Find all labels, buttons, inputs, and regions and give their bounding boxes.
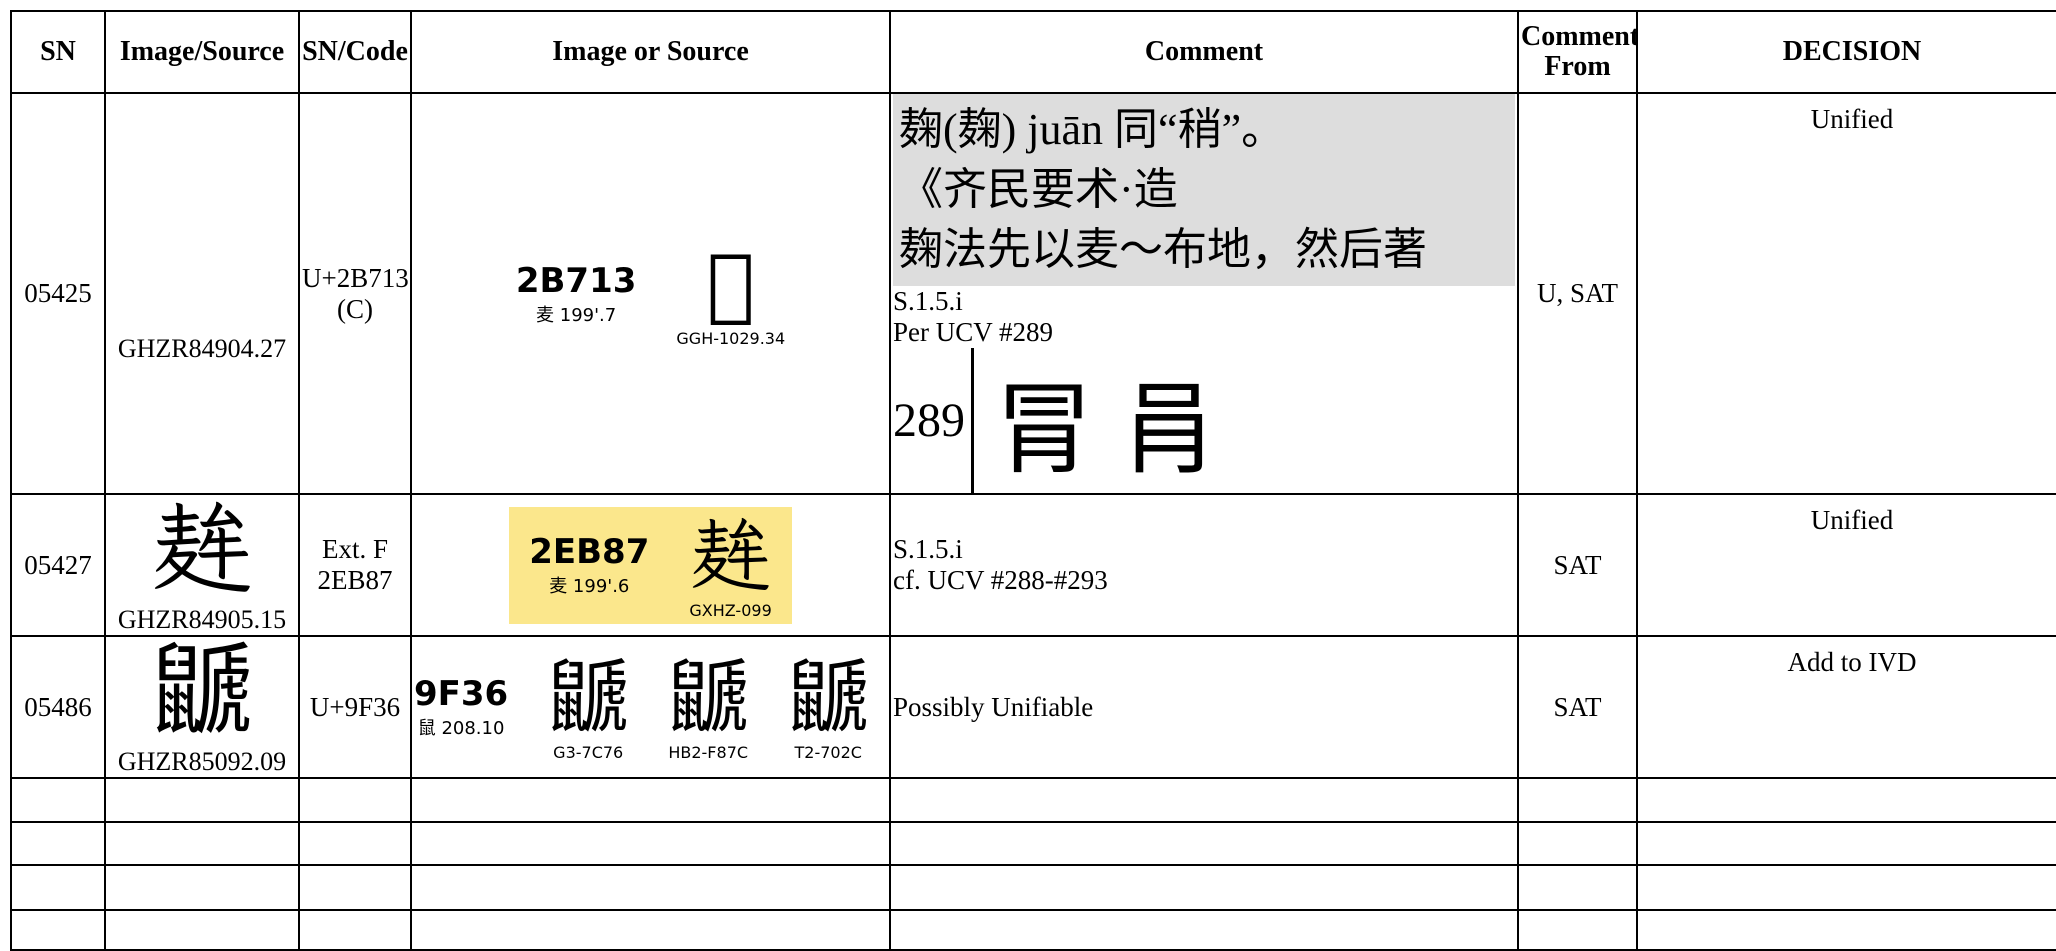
code-cell: U+2B713 (C) [298, 92, 412, 495]
ucv: 289 冐 肙 [893, 348, 1515, 492]
comment-cell: S.1.5.i cf. UCV #288-#293 [889, 493, 1519, 637]
glyph: 𮮇 [690, 508, 771, 602]
evidence-head: 2EB87 麦 199'.6 [529, 532, 649, 598]
glyph: 鼶 [788, 650, 869, 744]
ucv-glyphs: 冐 肙 [971, 348, 1219, 492]
evidence-code: 2B713 [515, 260, 637, 301]
comment-line: Per UCV #289 [893, 317, 1054, 347]
comment-line: cf. UCV #288-#293 [893, 565, 1108, 595]
glyph: 𫜓 [706, 237, 755, 330]
comment-cell: Possibly Unifiable [889, 635, 1519, 779]
glyph-source: GGH-1029.34 [676, 329, 786, 348]
dictionary-scan: 麹(麹) juān 同“稍”。 《齐民要术·造麹法先以麦～布地，然后著 [893, 95, 1515, 286]
from-cell: U, SAT [1517, 92, 1638, 495]
glyph: 鼶 [668, 650, 749, 744]
empty-rows [10, 777, 2056, 951]
code-cell: U+9F36 [298, 635, 412, 779]
row: 05425 𫜓 GHZR84904.27 U+2B713 (C) 2B713 麦 199'… [10, 92, 2056, 495]
sn-cell: 05427 [10, 493, 106, 637]
evidence-head: 2B713 麦 199'.7 [516, 261, 637, 327]
ucv-number: 289 [893, 394, 965, 447]
comment-line: Possibly Unifiable [893, 691, 1094, 722]
glyph: 𫜓 [163, 222, 241, 334]
evidence-glyph: 𫜓 GGH-1029.34 [676, 237, 786, 349]
row: 05486 鼶 GHZR85092.09 U+9F36 9F36 鼠 208.10 鼶 G3-… [10, 635, 2056, 779]
glyph-source: HB2-F87C [668, 742, 749, 762]
source: GHZR84904.27 [117, 333, 287, 363]
sn-cell: 05486 [10, 635, 106, 779]
image-cell: 𫜓 GHZR84904.27 [104, 92, 300, 495]
evidence-code: 9F36 [414, 674, 509, 714]
evidence: 2EB87 麦 199'.6 𮮇 GXHZ-099 [509, 506, 792, 624]
decision-cell: Unified [1636, 92, 2056, 495]
row: 05427 𮮇 GHZR84905.15 Ext. F 2EB87 2EB87 麦 199… [10, 493, 2056, 637]
glyph-source: T2-702C [794, 742, 862, 762]
evidence-radical: 鼠 208.10 [417, 718, 505, 739]
evidence-cell: 2EB87 麦 199'.6 𮮇 GXHZ-099 [410, 493, 891, 637]
scan-line: 《齐民要术·造 [899, 165, 1178, 214]
glyph: 𮮇 [152, 494, 252, 605]
sn-cell: 05425 [10, 92, 106, 495]
comment-cell: 麹(麹) juān 同“稍”。 《齐民要术·造 麹法先以麦～布地，然后著 S.1.5.… [889, 92, 1519, 495]
glyph-source: G3-7C76 [553, 742, 624, 762]
comment-line: S.1.5.i [893, 286, 963, 316]
comment-line: S.1.5.i [893, 534, 963, 564]
from-cell: SAT [1517, 493, 1638, 637]
source: GHZR85092.09 [117, 747, 287, 776]
image-cell: 𮮇 GHZR84905.15 [104, 493, 300, 637]
glyph-source: GXHZ-099 [689, 600, 772, 620]
decision-cell: Add to IVD [1636, 635, 2056, 779]
image-cell: 鼶 GHZR85092.09 [104, 635, 300, 779]
column-header: Comment From [1517, 10, 1638, 94]
from-cell: SAT [1517, 635, 1638, 779]
scan-line: 麹(麹) juān 同“稍”。 [899, 105, 1286, 154]
evidence-code: 2EB87 [529, 532, 650, 572]
column-header: Image/Source [104, 10, 300, 94]
evidence-glyph: 鼶 G3-7C76 [548, 650, 629, 762]
decision-cell: Unified [1636, 493, 2056, 637]
column-header: Image or Source [410, 10, 891, 94]
code-cell: Ext. F 2EB87 [298, 493, 412, 637]
scan-line: 麹法先以麦～布地，然后著 [899, 225, 1427, 274]
source: GHZR84905.15 [117, 605, 287, 634]
column-header: SN [10, 10, 106, 94]
header-row: SN Image/Source SN/Code Image or Source Comm… [10, 10, 2056, 94]
evidence-glyph: 𮮇 GXHZ-099 [689, 508, 772, 620]
column-header: SN/Code [298, 10, 412, 94]
evidence-head: 9F36 鼠 208.10 [414, 674, 508, 740]
evidence-glyph: 鼶 HB2-F87C [668, 650, 749, 762]
page: SN Image/Source SN/Code Image or Source Comm… [10, 10, 2056, 951]
evidence-radical: 麦 199'.6 [549, 576, 630, 597]
evidence-glyph: 鼶 T2-702C [788, 650, 869, 762]
glyph: 鼶 [548, 650, 629, 744]
evidence-cell: 2B713 麦 199'.7 𫜓 GGH-1029.34 [410, 92, 891, 495]
evidence: 2B713 麦 199'.7 𫜓 GGH-1029.34 [516, 237, 786, 349]
table: SN Image/Source SN/Code Image or Source Comm… [10, 10, 2056, 951]
evidence-radical: 麦 199'.7 [536, 304, 617, 326]
column-header: Comment [889, 10, 1519, 94]
glyph: 鼶 [152, 636, 252, 747]
column-header: DECISION [1636, 10, 2056, 94]
